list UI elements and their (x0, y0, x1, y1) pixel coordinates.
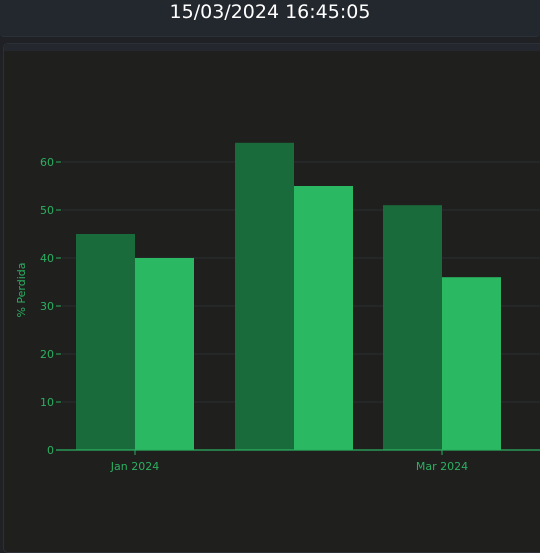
bar-chart: 0 10 20 30 40 50 60 Jan 2024 Mar 2024 % Perdida (15, 142, 540, 473)
axes: 0 10 20 30 40 50 60 Jan 2024 Mar 2024 (40, 156, 540, 473)
bar-light-2[interactable] (294, 186, 353, 450)
bar-dark-1[interactable] (76, 234, 135, 450)
bars (76, 142, 501, 451)
y-tick-label: 30 (40, 300, 54, 313)
y-axis-label: % Perdida (15, 262, 28, 317)
y-tick-label: 20 (40, 348, 54, 361)
top-bar: 15/03/2024 16:45:05 (0, 0, 540, 37)
bar-light-1[interactable] (135, 258, 194, 450)
x-tick-label: Jan 2024 (110, 460, 159, 473)
y-tick-label: 10 (40, 396, 54, 409)
y-tick-label: 40 (40, 252, 54, 265)
bar-dark-2[interactable] (235, 142, 294, 451)
bar-dark-3[interactable] (383, 205, 442, 450)
timestamp: 15/03/2024 16:45:05 (169, 1, 371, 23)
y-tick-label: 60 (40, 156, 54, 169)
bar-light-3[interactable] (442, 277, 501, 450)
x-tick-label: Mar 2024 (416, 460, 468, 473)
y-tick-label: 0 (47, 444, 54, 457)
y-tick-label: 50 (40, 204, 54, 217)
panel-header-strip (4, 44, 540, 51)
